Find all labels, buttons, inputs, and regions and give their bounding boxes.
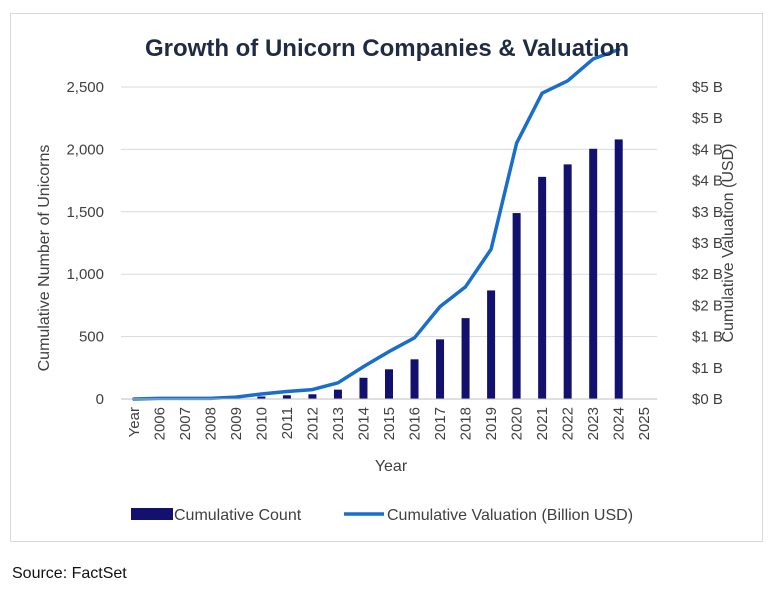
bar xyxy=(538,176,547,399)
legend: Cumulative Count Cumulative Valuation (B… xyxy=(131,507,633,524)
y-left-tick-label: 0 xyxy=(96,391,104,408)
x-tick-label: 2017 xyxy=(432,407,449,440)
x-tick-label: 2021 xyxy=(534,407,551,440)
axes: 0 500 1,000 1,500 2,000 2,500 $0 B $1 B $1 B $2 B… xyxy=(66,79,722,440)
y-left-tick-label: 500 xyxy=(79,329,104,346)
x-tick-label: 2018 xyxy=(458,407,475,440)
y-right-tick-label: $2 B xyxy=(692,266,723,283)
x-axis-label: Year xyxy=(375,458,408,475)
y-right-tick-label: $0 B xyxy=(692,391,723,408)
x-tick-label: 2025 xyxy=(636,407,653,440)
y-right-tick-label: $5 B xyxy=(692,79,723,96)
y-right-tick-label: $3 B xyxy=(692,235,723,252)
y-right-tick-label: $4 B xyxy=(692,173,723,190)
bar xyxy=(333,389,342,399)
x-tick-label: 2015 xyxy=(381,407,398,440)
y-left-tick-label: 1,500 xyxy=(66,204,104,221)
y-right-tick-label: $1 B xyxy=(692,360,723,377)
x-tick-label: 2020 xyxy=(509,407,526,440)
y-right-tick-label: $4 B xyxy=(692,141,723,158)
x-tick-label: 2008 xyxy=(202,407,219,440)
valuation-line xyxy=(132,47,621,401)
y-axis-left-label: Cumulative Number of Unicorns xyxy=(36,145,53,372)
gridlines xyxy=(121,86,657,338)
x-tick-label: 2011 xyxy=(279,407,296,439)
x-tick-label: Year xyxy=(126,407,143,437)
bar xyxy=(512,213,521,399)
x-tick-label: 2010 xyxy=(253,407,270,440)
bar xyxy=(436,339,445,399)
x-tick-label: 2012 xyxy=(304,407,321,440)
x-tick-label: 2019 xyxy=(483,407,500,440)
x-tick-label: 2022 xyxy=(560,407,577,440)
bar xyxy=(461,318,470,399)
x-tick-label: 2014 xyxy=(355,407,372,440)
y-right-tick-label: $1 B xyxy=(692,329,723,346)
y-left-tick-label: 2,500 xyxy=(66,79,104,96)
bar xyxy=(385,369,393,399)
y-left-tick-label: 2,000 xyxy=(66,141,104,158)
y-right-tick-label: $2 B xyxy=(692,297,723,314)
bar xyxy=(614,139,623,399)
bar xyxy=(257,396,266,399)
x-tick-label: 2023 xyxy=(585,407,602,440)
y-right-tick-label: $3 B xyxy=(692,204,723,221)
legend-label-count: Cumulative Count xyxy=(174,507,302,524)
chart-title: Growth of Unicorn Companies & Valuation xyxy=(145,35,629,62)
bar xyxy=(410,359,419,399)
y-right-tick-label: $5 B xyxy=(692,110,723,127)
y-axis-right-label: Cumulative Valuation (USD) xyxy=(720,144,737,343)
x-tick-label: 2024 xyxy=(611,407,628,440)
legend-swatch-bar xyxy=(131,508,173,520)
bar xyxy=(487,290,496,399)
legend-label-valuation: Cumulative Valuation (Billion USD) xyxy=(387,507,633,524)
bar xyxy=(589,148,598,399)
bar xyxy=(308,394,317,399)
chart: 0 500 1,000 1,500 2,000 2,500 $0 B $1 B $1 B $2 B… xyxy=(36,35,737,524)
bar xyxy=(359,377,368,399)
y-left-tick-label: 1,000 xyxy=(66,266,104,283)
chart-frame: 0 500 1,000 1,500 2,000 2,500 $0 B $1 B $1 B $2 B… xyxy=(10,13,763,542)
x-tick-label: 2016 xyxy=(407,407,424,440)
bar xyxy=(282,395,291,399)
bar-series xyxy=(155,139,623,399)
x-tick-label: 2009 xyxy=(228,407,245,440)
bar xyxy=(563,164,572,399)
x-tick-label: 2007 xyxy=(177,407,194,440)
x-tick-label: 2013 xyxy=(330,407,347,440)
x-tick-label: 2006 xyxy=(151,407,168,440)
source-note: Source: FactSet xyxy=(12,565,127,582)
line-series xyxy=(132,47,621,401)
